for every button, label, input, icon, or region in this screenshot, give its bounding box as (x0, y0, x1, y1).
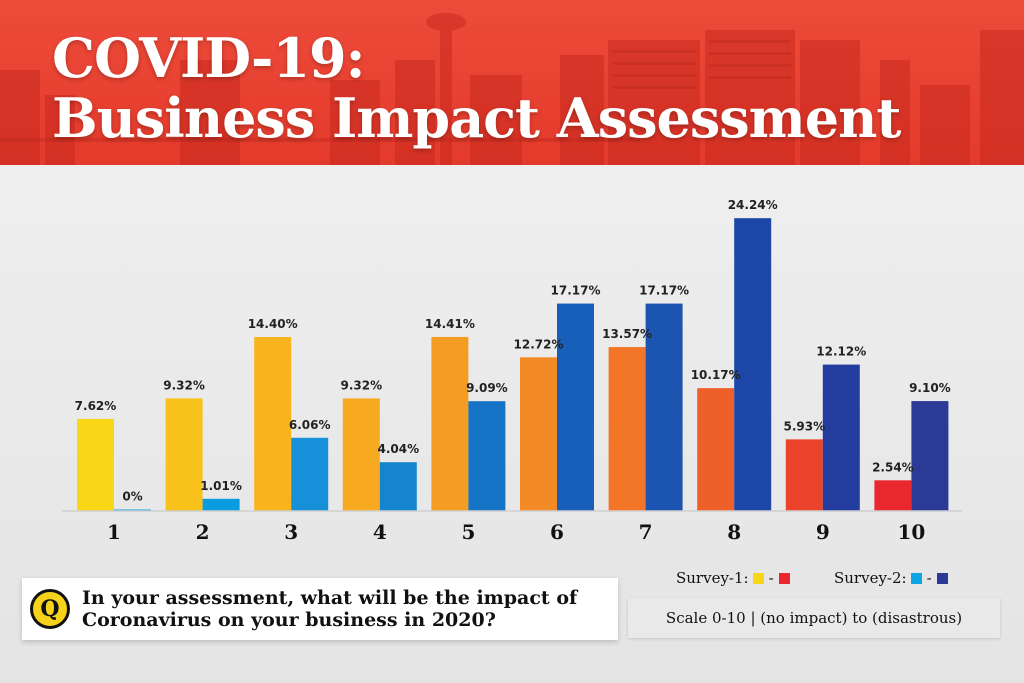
data-label-survey-2-5: 9.09% (466, 381, 508, 395)
bar-survey-1-7 (608, 347, 646, 511)
legend-survey-1-label: Survey-1: (676, 569, 749, 587)
bar-survey-1-5 (431, 336, 469, 511)
data-label-survey-1-7: 13.57% (602, 327, 652, 341)
x-tick-label-3: 3 (284, 520, 298, 544)
bar-survey-2-6 (557, 303, 594, 511)
bar-survey-1-2 (165, 398, 203, 511)
data-label-survey-1-9: 5.93% (783, 419, 825, 433)
bar-survey-1-10 (874, 480, 912, 511)
data-label-survey-2-1: 0% (122, 490, 142, 504)
x-tick-label-4: 4 (373, 520, 387, 544)
x-tick-label-6: 6 (550, 520, 564, 544)
bar-survey-2-3 (291, 437, 329, 511)
bar-survey-1-4 (342, 398, 380, 511)
x-tick-label-10: 10 (897, 520, 925, 544)
data-label-survey-1-4: 9.32% (340, 378, 382, 392)
bar-survey-2-4 (379, 462, 417, 511)
bar-survey-2-9 (822, 364, 860, 511)
question-text: In your assessment, what will be the imp… (82, 587, 577, 631)
data-label-survey-1-5: 14.41% (425, 317, 475, 331)
data-label-survey-1-3: 14.40% (248, 317, 298, 331)
data-label-survey-1-2: 9.32% (163, 378, 205, 392)
question-line-1: In your assessment, what will be the imp… (82, 587, 578, 609)
page-title: COVID-19: Business Impact Assessment (52, 26, 901, 150)
legend-dash: - (926, 569, 932, 587)
data-label-survey-2-9: 12.12% (816, 345, 866, 359)
data-label-survey-2-8: 24.24% (728, 198, 778, 212)
bar-survey-1-1 (77, 418, 114, 511)
x-tick-label-2: 2 (196, 520, 210, 544)
data-label-survey-1-8: 10.17% (691, 368, 741, 382)
legend-swatch-survey-2-end (936, 572, 948, 584)
bar-survey-2-10 (911, 401, 949, 511)
question-line-2: Coronavirus on your business in 2020? (82, 609, 496, 631)
bar-survey-2-5 (468, 401, 506, 511)
title-line-2: Business Impact Assessment (52, 86, 901, 150)
x-tick-label-9: 9 (816, 520, 830, 544)
data-label-survey-2-10: 9.10% (909, 381, 951, 395)
legend-swatch-survey-1-end (778, 572, 790, 584)
data-label-survey-1-6: 12.72% (514, 337, 564, 351)
bar-survey-1-3 (254, 337, 292, 511)
x-tick-label-5: 5 (461, 520, 475, 544)
bar-survey-1-6 (520, 357, 557, 511)
header-banner: COVID-19: Business Impact Assessment (0, 0, 1024, 165)
bar-survey-2-8 (734, 218, 772, 512)
x-tick-label-8: 8 (727, 520, 741, 544)
legend-survey-2: Survey-2: - (834, 568, 952, 588)
data-label-survey-1-10: 2.54% (872, 460, 914, 474)
title-line-1: COVID-19: (52, 26, 366, 90)
x-tick-label-7: 7 (639, 520, 653, 544)
x-tick-label-1: 1 (107, 520, 121, 544)
bar-survey-1-9 (785, 439, 823, 511)
question-box: Q In your assessment, what will be the i… (22, 578, 618, 640)
legend-swatch-survey-1-start (752, 572, 764, 584)
data-label-survey-2-7: 17.17% (639, 284, 689, 298)
bar-survey-1-8 (697, 388, 735, 511)
bar-survey-2-2 (202, 498, 240, 511)
data-label-survey-2-3: 6.06% (289, 418, 331, 432)
bar-survey-2-7 (645, 303, 683, 511)
question-badge-icon: Q (30, 589, 70, 629)
city-skyline-background (0, 13, 1024, 165)
data-label-survey-2-4: 4.04% (377, 442, 419, 456)
legend-survey-2-label: Survey-2: (834, 569, 907, 587)
legend-swatch-survey-2-start (910, 572, 922, 584)
legend-survey-1: Survey-1: - (676, 568, 794, 588)
data-label-survey-2-2: 1.01% (200, 479, 242, 493)
data-label-survey-1-1: 7.62% (75, 399, 117, 413)
data-label-survey-2-6: 17.17% (551, 284, 601, 298)
scale-note: Scale 0-10 | (no impact) to (disastrous) (628, 598, 1000, 638)
bar-chart: 7.62% 0% 1 9.32% 1.01% 2 14.40% 6.06% 3 9.32% 4.04… (62, 198, 962, 544)
legend-dash: - (768, 569, 774, 587)
